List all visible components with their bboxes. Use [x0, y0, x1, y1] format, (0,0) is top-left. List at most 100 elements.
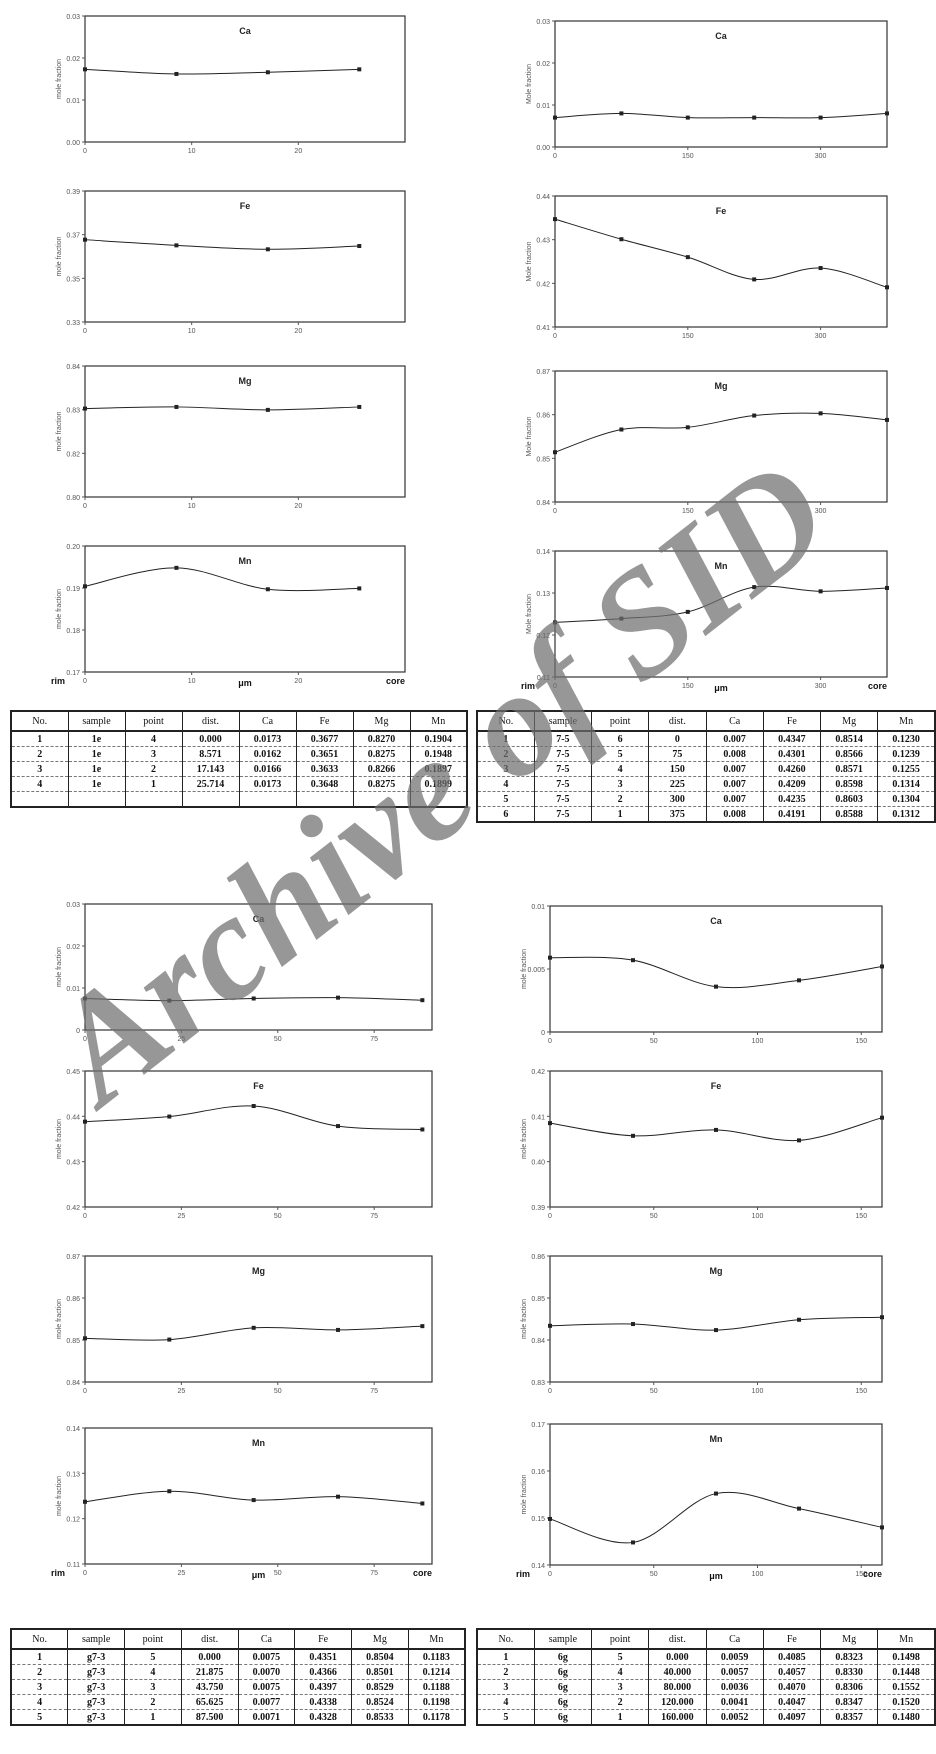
- y-tick-label: 0.14: [531, 1563, 545, 1570]
- series-line: [554, 412, 888, 453]
- series-line: [84, 239, 360, 250]
- y-tick-label: 0.20: [66, 544, 80, 551]
- y-tick-label: 0.41: [531, 1114, 545, 1121]
- table-row: 2 6g 4 40.000 0.0057 0.4057 0.8330 0.1448: [476, 1664, 936, 1680]
- data-point: [818, 589, 823, 594]
- column-header: Mn: [409, 710, 468, 732]
- table-header-row: No. sample point dist. Ca Fe Mg Mn: [10, 710, 468, 732]
- table-cell: 0.0036: [705, 1679, 764, 1695]
- y-tick-label: 0.11: [67, 1562, 80, 1569]
- table-cell: 5: [10, 1709, 69, 1726]
- column-header: Ca: [238, 710, 297, 732]
- table-cell: 6g: [533, 1694, 593, 1710]
- x-tick-label: 0: [553, 153, 557, 160]
- y-axis-label: mole fraction: [56, 411, 63, 451]
- y-tick-label: 0.00: [66, 140, 80, 147]
- table-cell: 0.4328: [294, 1709, 352, 1726]
- data-point: [251, 1104, 256, 1109]
- table-cell: 6: [476, 806, 535, 823]
- data-point: [83, 406, 87, 411]
- table-row: 1 1e 4 0.000 0.0173 0.3677 0.8270 0.1904: [10, 730, 468, 747]
- data-point: [167, 1489, 172, 1494]
- table-cell: 0.8571: [819, 761, 879, 777]
- x-tick-label: 0: [548, 1213, 552, 1220]
- table-cell: 0.0075: [237, 1648, 296, 1665]
- table-cell: 1: [476, 1648, 535, 1665]
- x-tick-label: 0: [548, 1571, 552, 1578]
- table-row: 1 g7-3 5 0.000 0.0075 0.4351 0.8504 0.1183: [10, 1648, 466, 1665]
- y-tick-label: 0.02: [536, 61, 550, 68]
- table-cell: 4: [124, 1664, 182, 1680]
- table-row: 2 g7-3 4 21.875 0.0070 0.4366 0.8501 0.1214: [10, 1664, 466, 1680]
- table-cell: 17.143: [181, 761, 240, 777]
- table-cell: 0.4235: [762, 791, 822, 807]
- y-axis-label: mole fraction: [56, 59, 63, 99]
- column-header: No.: [476, 710, 535, 732]
- table-row: 4 1e 1 25.714 0.0173 0.3648 0.8275 0.1899: [10, 776, 468, 792]
- core-label: core: [868, 681, 887, 691]
- plot-frame: [554, 195, 888, 328]
- table-cell: 0.8323: [819, 1648, 879, 1665]
- x-axis-label: μm: [709, 1571, 723, 1581]
- y-axis-label: Mole fraction: [526, 416, 533, 456]
- table-cell: 6g: [533, 1664, 593, 1680]
- table-cell: 0.3633: [295, 761, 354, 777]
- table-cell: 2: [590, 1694, 650, 1710]
- table-cell: 0.1312: [877, 806, 936, 823]
- data-point: [357, 586, 362, 591]
- y-tick-label: 0.14: [66, 1426, 80, 1433]
- table-cell: 0.8603: [819, 791, 879, 807]
- table-cell: 4: [590, 1664, 650, 1680]
- x-tick-label: 150: [855, 1388, 867, 1395]
- chart-svg: 0.44 0.43 0.42 0.410 150 300 Mole fraction Fe: [526, 194, 889, 340]
- table-cell: 7-5: [533, 761, 593, 777]
- x-tick-label: 150: [855, 1571, 867, 1578]
- data-point: [885, 417, 889, 422]
- table-row: 3 6g 3 80.000 0.0036 0.4070 0.8306 0.1552: [476, 1679, 936, 1695]
- table-header-row: No. sample point dist. Ca Fe Mg Mn: [476, 710, 936, 732]
- column-header: Fe: [295, 710, 354, 732]
- table-cell: 3: [590, 776, 650, 792]
- table-cell: 0.8501: [351, 1664, 409, 1680]
- x-tick-label: 20: [294, 328, 302, 335]
- chart-svg: 0.03 0.02 0.01 0.000 10 20 mole fraction Ca: [56, 14, 406, 155]
- plot-frame: [84, 1255, 433, 1383]
- plot-frame: [84, 15, 406, 143]
- x-tick-label: 0: [553, 683, 557, 690]
- table-cell: 1: [10, 730, 69, 747]
- data-point: [553, 217, 557, 222]
- chart-title: Mg: [252, 1266, 265, 1276]
- data-point: [83, 67, 87, 72]
- y-tick-label: 0.00: [536, 145, 550, 152]
- data-point: [174, 243, 179, 248]
- table-row: 2 1e 3 8.571 0.0162 0.3651 0.8275 0.1948: [10, 746, 468, 762]
- table-cell: 0.0057: [705, 1664, 764, 1680]
- table-cell: 3: [124, 746, 183, 762]
- table-row: 2 7-5 5 75 0.008 0.4301 0.8566 0.1239: [476, 746, 936, 762]
- table-cell: 0.1239: [877, 746, 936, 762]
- table-cell: 4: [476, 776, 535, 792]
- data-point: [752, 413, 757, 418]
- chart-svg: 0.45 0.44 0.43 0.420 25 50 75 mole fraction Fe: [56, 1069, 433, 1220]
- x-tick-label: 25: [177, 1388, 185, 1395]
- data-point: [752, 585, 757, 590]
- y-tick-label: 0.44: [66, 1114, 80, 1121]
- data-point: [83, 1499, 87, 1504]
- x-tick-label: 50: [650, 1038, 658, 1045]
- table-cell: 0.0173: [238, 730, 297, 747]
- data-point: [685, 425, 690, 430]
- table-cell: 0.8533: [351, 1709, 409, 1726]
- y-tick-label: 0.01: [66, 986, 80, 993]
- table-cell: [67, 791, 126, 808]
- y-tick-label: 0.85: [531, 1296, 545, 1303]
- chart-svg: 0.87 0.86 0.85 0.840 150 300 Mole fraction Mg: [526, 369, 889, 515]
- table-cell: 3: [10, 1679, 69, 1695]
- table-cell: 7-5: [533, 730, 593, 747]
- column-header: No.: [10, 1628, 69, 1650]
- table-cell: 0.4047: [762, 1694, 822, 1710]
- column-header: No.: [10, 710, 69, 732]
- table-cell: 0.0077: [237, 1694, 296, 1710]
- column-header: Mg: [819, 710, 879, 732]
- y-axis-label: mole fraction: [56, 1299, 63, 1339]
- plot-frame: [554, 370, 888, 503]
